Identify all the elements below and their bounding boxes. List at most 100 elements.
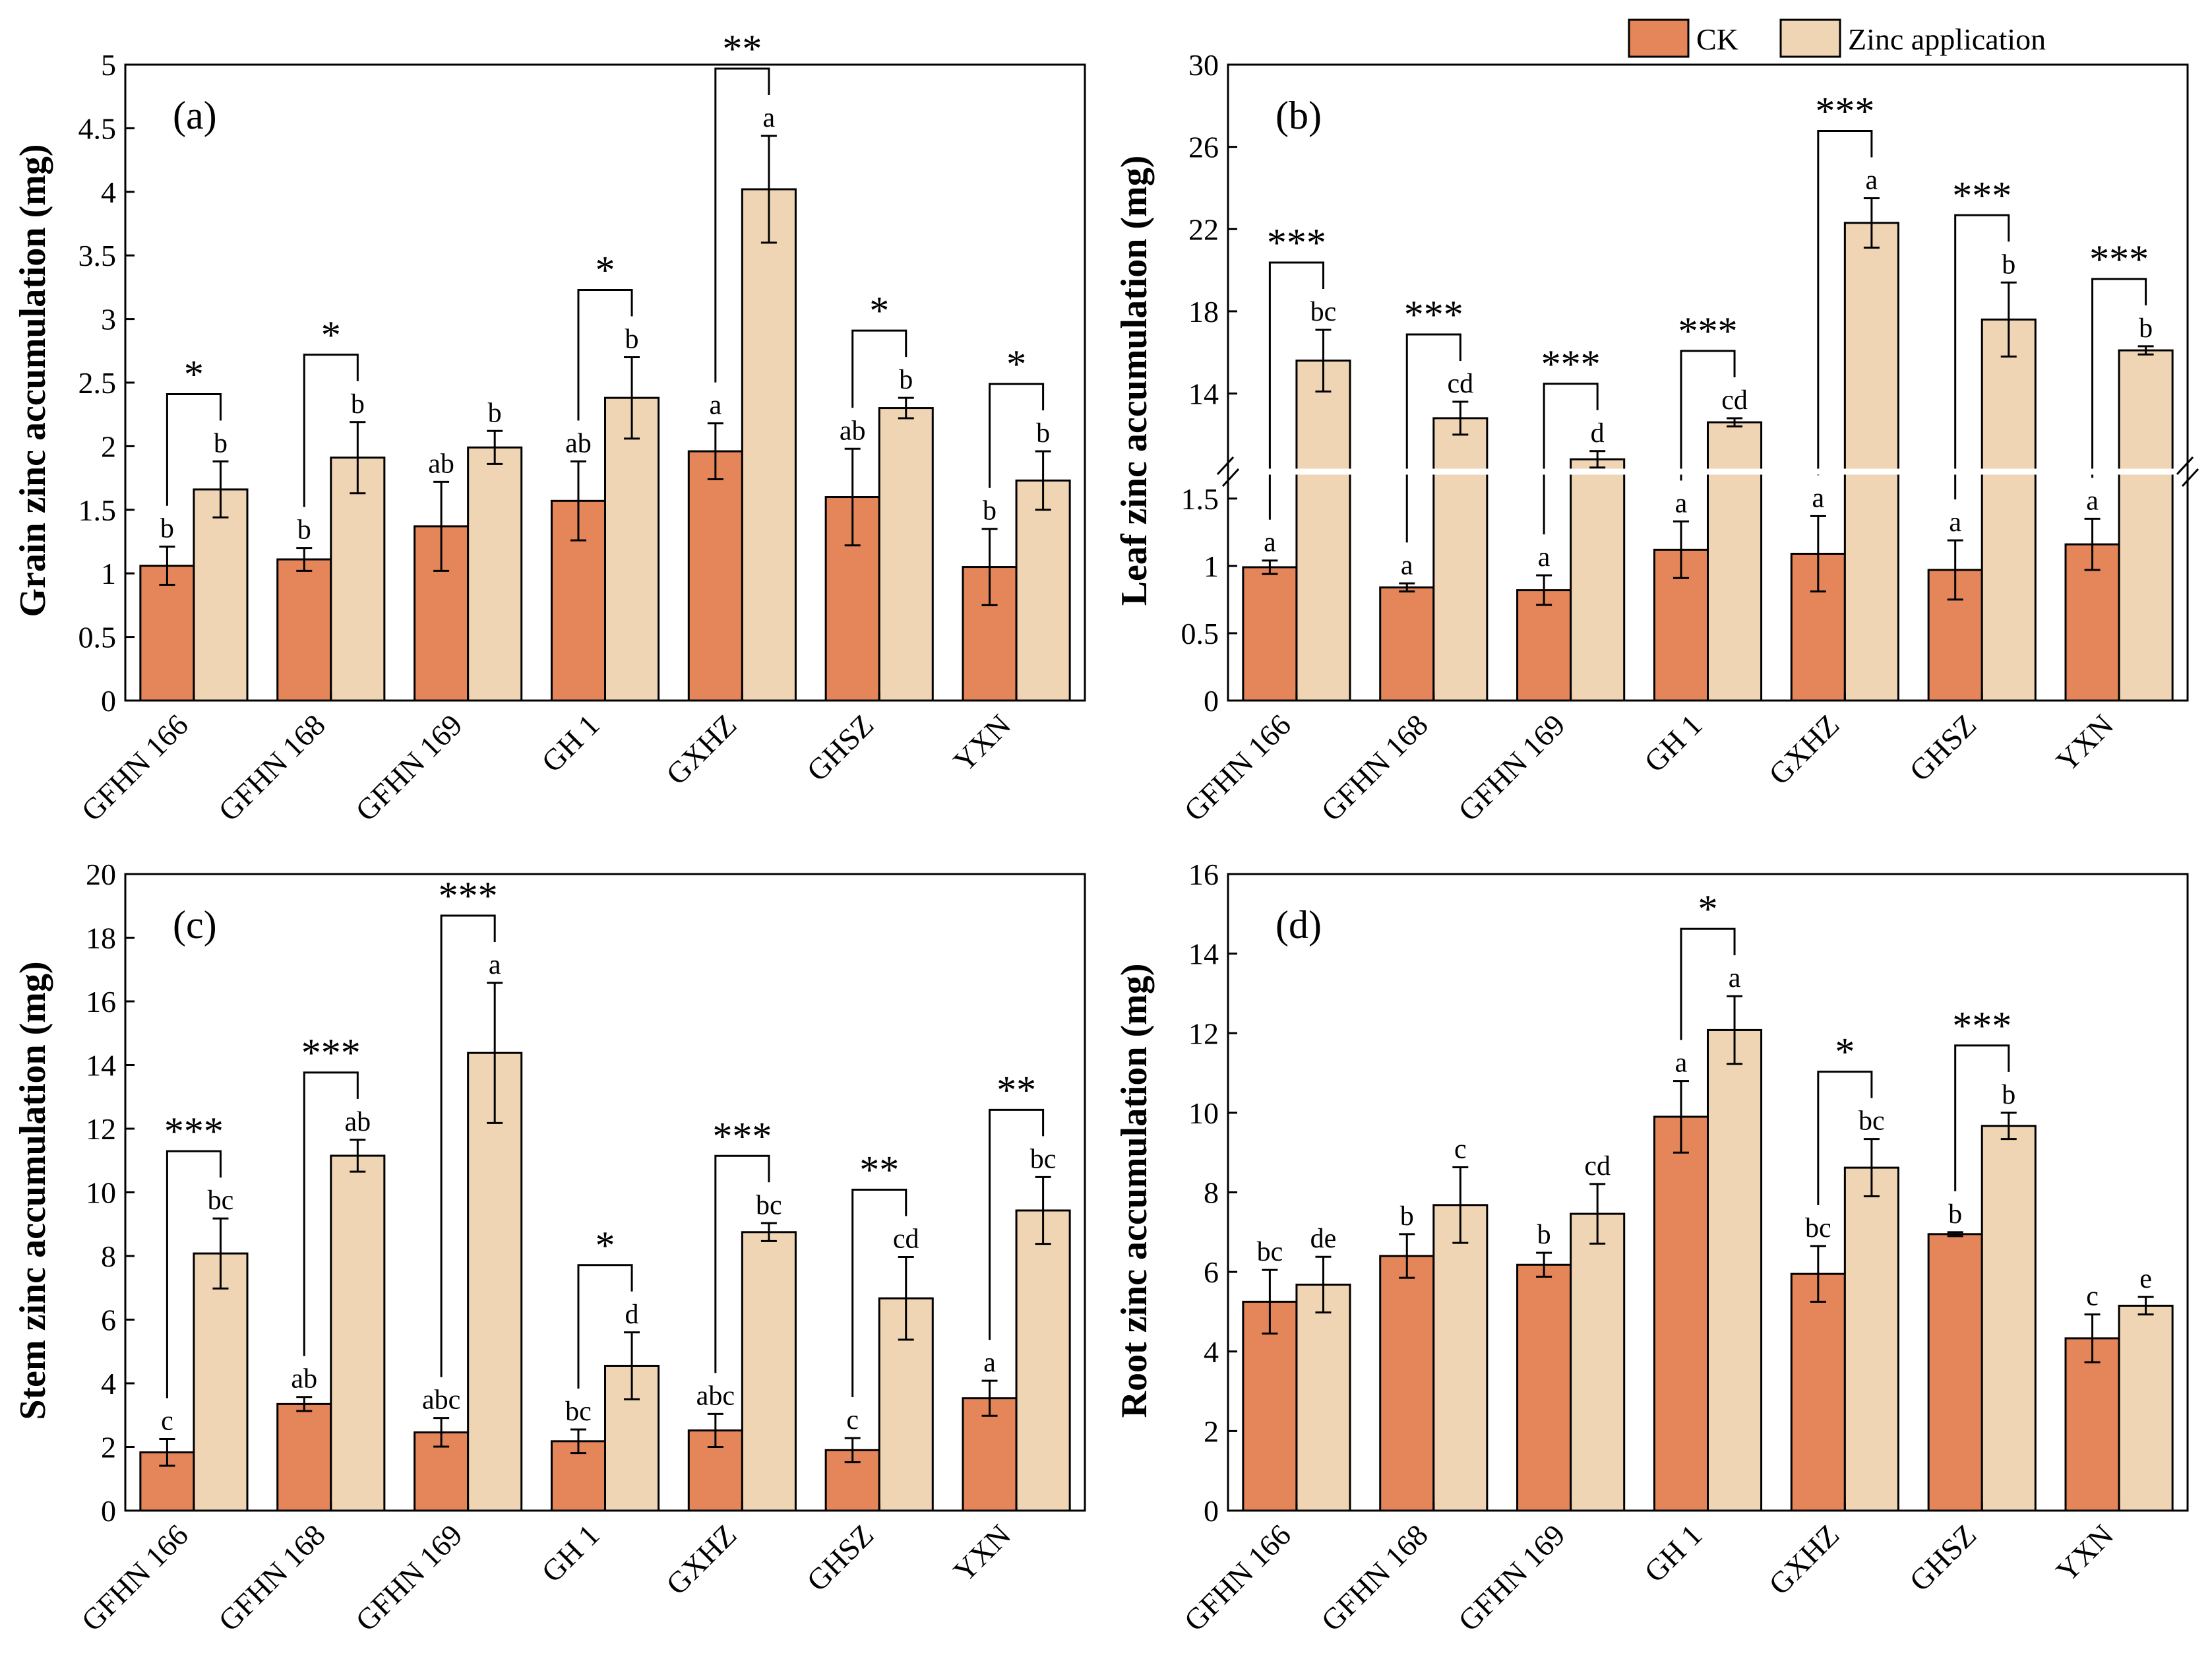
significance-bracket bbox=[1954, 1044, 2010, 1191]
y-tick-label: 4 bbox=[1204, 1335, 1219, 1369]
significance-letter: a bbox=[489, 950, 501, 980]
significance-bracket bbox=[1680, 927, 1736, 1040]
significance-letter: bc bbox=[1859, 1106, 1885, 1137]
x-tick-label: GFHN 168 bbox=[212, 1518, 332, 1638]
bar-zinc bbox=[193, 1252, 249, 1512]
y-tick-label: 18 bbox=[86, 922, 116, 955]
significance-letter: de bbox=[1310, 1224, 1337, 1254]
significance-bracket bbox=[1817, 1071, 1873, 1205]
bar-ck bbox=[1242, 566, 1298, 702]
significance-stars: * bbox=[1835, 1030, 1855, 1074]
axis-break-mark bbox=[2181, 468, 2199, 487]
y-tick-label: 18 bbox=[1188, 295, 1219, 329]
bar-ck bbox=[962, 1397, 1018, 1512]
significance-stars: *** bbox=[2089, 237, 2149, 281]
y-tick-label: 3 bbox=[101, 303, 116, 336]
significance-letter: b bbox=[297, 515, 311, 546]
y-tick-label: 14 bbox=[1188, 937, 1219, 971]
x-tick-label: GFHN 166 bbox=[75, 708, 195, 828]
significance-letter: b bbox=[625, 324, 639, 354]
significance-letter: a bbox=[1401, 550, 1413, 580]
bar-zinc bbox=[2118, 1304, 2174, 1512]
significance-letter: b bbox=[2002, 249, 2015, 280]
significance-bracket bbox=[851, 1188, 907, 1397]
significance-letter: cd bbox=[1721, 385, 1748, 416]
panel-b-ylabel: Leaf zinc accumulation (mg) bbox=[1114, 156, 1155, 606]
legend: CK Zinc application bbox=[1628, 18, 2046, 58]
significance-letter: b bbox=[351, 389, 365, 420]
plot-area-1: 0 0.5 1 1.5 14 18 22 26 30 a bc *** GFHN 166 a cd *** GF… bbox=[1177, 48, 2199, 828]
significance-letter: a bbox=[1538, 542, 1551, 573]
x-tick-label: GHSZ bbox=[800, 1518, 880, 1598]
bar-ck bbox=[2064, 1337, 2120, 1512]
x-tick-label: GHSZ bbox=[1903, 1518, 1982, 1598]
y-tick-label: 1.5 bbox=[78, 493, 117, 527]
axis-break-mark bbox=[2176, 456, 2194, 475]
legend-zinc-label: Zinc application bbox=[1848, 22, 2046, 56]
significance-letter: b bbox=[488, 398, 502, 428]
bar-zinc bbox=[741, 1231, 797, 1512]
significance-letter: cd bbox=[893, 1224, 919, 1254]
x-tick-label: GHSZ bbox=[1903, 708, 1982, 788]
significance-bracket bbox=[714, 67, 770, 383]
panel-d: (d) Root zinc accumulation (mg) bbox=[1114, 903, 1322, 1418]
significance-letter: b bbox=[1036, 418, 1050, 449]
significance-letter: ab bbox=[565, 429, 592, 459]
significance-bracket bbox=[714, 1154, 770, 1373]
y-tick-label: 1 bbox=[101, 557, 116, 590]
x-tick-label: GFHN 168 bbox=[1314, 1518, 1434, 1638]
bar-zinc bbox=[1981, 318, 2037, 702]
y-tick-label: 8 bbox=[101, 1239, 116, 1273]
significance-letter: e bbox=[2139, 1264, 2152, 1294]
y-tick-label: 1.5 bbox=[1181, 482, 1219, 516]
significance-bracket bbox=[1405, 333, 1461, 543]
significance-letter: c bbox=[2086, 1282, 2099, 1312]
x-tick-label: YXN bbox=[2050, 708, 2120, 778]
bar-zinc bbox=[2118, 349, 2174, 702]
significance-letter: c bbox=[846, 1405, 859, 1435]
x-tick-label: YXN bbox=[2050, 1518, 2120, 1588]
x-tick-label: GXHZ bbox=[660, 1518, 743, 1601]
x-tick-label: GFHN 169 bbox=[1452, 1518, 1572, 1638]
significance-letter: b bbox=[899, 365, 913, 395]
bar-zinc bbox=[467, 446, 523, 702]
x-tick-label: GFHN 169 bbox=[1452, 708, 1572, 828]
significance-stars: * bbox=[1698, 887, 1718, 931]
y-tick-label: 14 bbox=[86, 1049, 116, 1083]
significance-letter: ab bbox=[840, 416, 866, 446]
panel-b-label: (b) bbox=[1275, 94, 1322, 137]
y-tick-label: 0 bbox=[101, 1494, 116, 1528]
y-tick-label: 10 bbox=[1188, 1096, 1219, 1130]
significance-letter: a bbox=[709, 391, 722, 421]
bar-ck bbox=[1516, 589, 1572, 702]
significance-letter: a bbox=[2086, 486, 2099, 516]
y-tick-label: 26 bbox=[1188, 131, 1219, 164]
significance-letter: a bbox=[1675, 488, 1688, 518]
bar-zinc bbox=[1295, 360, 1351, 702]
x-tick-label: YXN bbox=[947, 708, 1018, 778]
y-tick-label: 4.5 bbox=[78, 111, 117, 145]
x-tick-label: GFHN 166 bbox=[1177, 1518, 1297, 1638]
bar-zinc bbox=[878, 407, 934, 702]
significance-letter: ab bbox=[291, 1364, 317, 1395]
x-tick-label: GFHN 169 bbox=[349, 1518, 469, 1638]
axis-break-mark bbox=[1221, 468, 1240, 487]
significance-stars: *** bbox=[1404, 293, 1463, 336]
significance-letter: bc bbox=[1310, 297, 1337, 327]
significance-bracket bbox=[577, 288, 633, 421]
bar-zinc bbox=[1295, 1283, 1351, 1512]
significance-bracket bbox=[2091, 278, 2147, 478]
significance-bracket bbox=[989, 383, 1045, 488]
significance-bracket bbox=[166, 393, 222, 506]
bar-zinc bbox=[1843, 1166, 1899, 1512]
significance-letter: b bbox=[1948, 1199, 1962, 1230]
x-tick-label: GFHN 168 bbox=[212, 708, 332, 828]
significance-letter: abc bbox=[422, 1385, 460, 1416]
significance-letter: bc bbox=[208, 1185, 234, 1216]
significance-stars: * bbox=[869, 289, 889, 332]
y-tick-label: 0 bbox=[101, 684, 116, 718]
significance-stars: *** bbox=[439, 874, 498, 918]
significance-letter: b bbox=[1537, 1220, 1551, 1250]
bar-zinc bbox=[330, 456, 386, 702]
bar-zinc bbox=[1432, 417, 1489, 702]
